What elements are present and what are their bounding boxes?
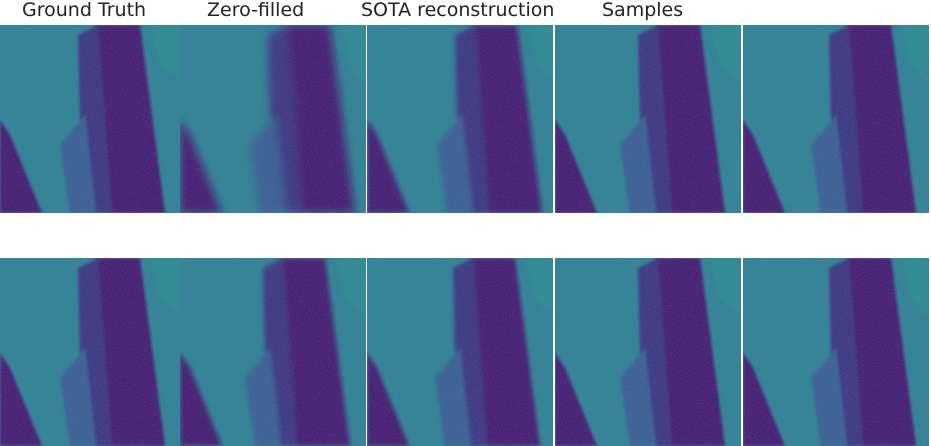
- title-sota-reconstruction: SOTA reconstruction: [361, 0, 554, 22]
- title-ground-truth: Ground Truth: [22, 0, 146, 22]
- image-zero-filled-row2: [180, 258, 366, 446]
- image-sample1-row2: [555, 258, 741, 446]
- image-ground-truth-row2: [0, 258, 186, 446]
- image-sota-row2: [367, 258, 553, 446]
- image-sample2-row2: [743, 258, 929, 446]
- title-samples: Samples: [602, 0, 683, 22]
- image-sample1-row1: [555, 25, 741, 213]
- title-zero-filled: Zero-filled: [207, 0, 304, 22]
- image-zero-filled-row1: [180, 25, 366, 213]
- image-sample2-row1: [743, 25, 929, 213]
- image-sota-row1: [367, 25, 553, 213]
- image-ground-truth-row1: [0, 25, 186, 213]
